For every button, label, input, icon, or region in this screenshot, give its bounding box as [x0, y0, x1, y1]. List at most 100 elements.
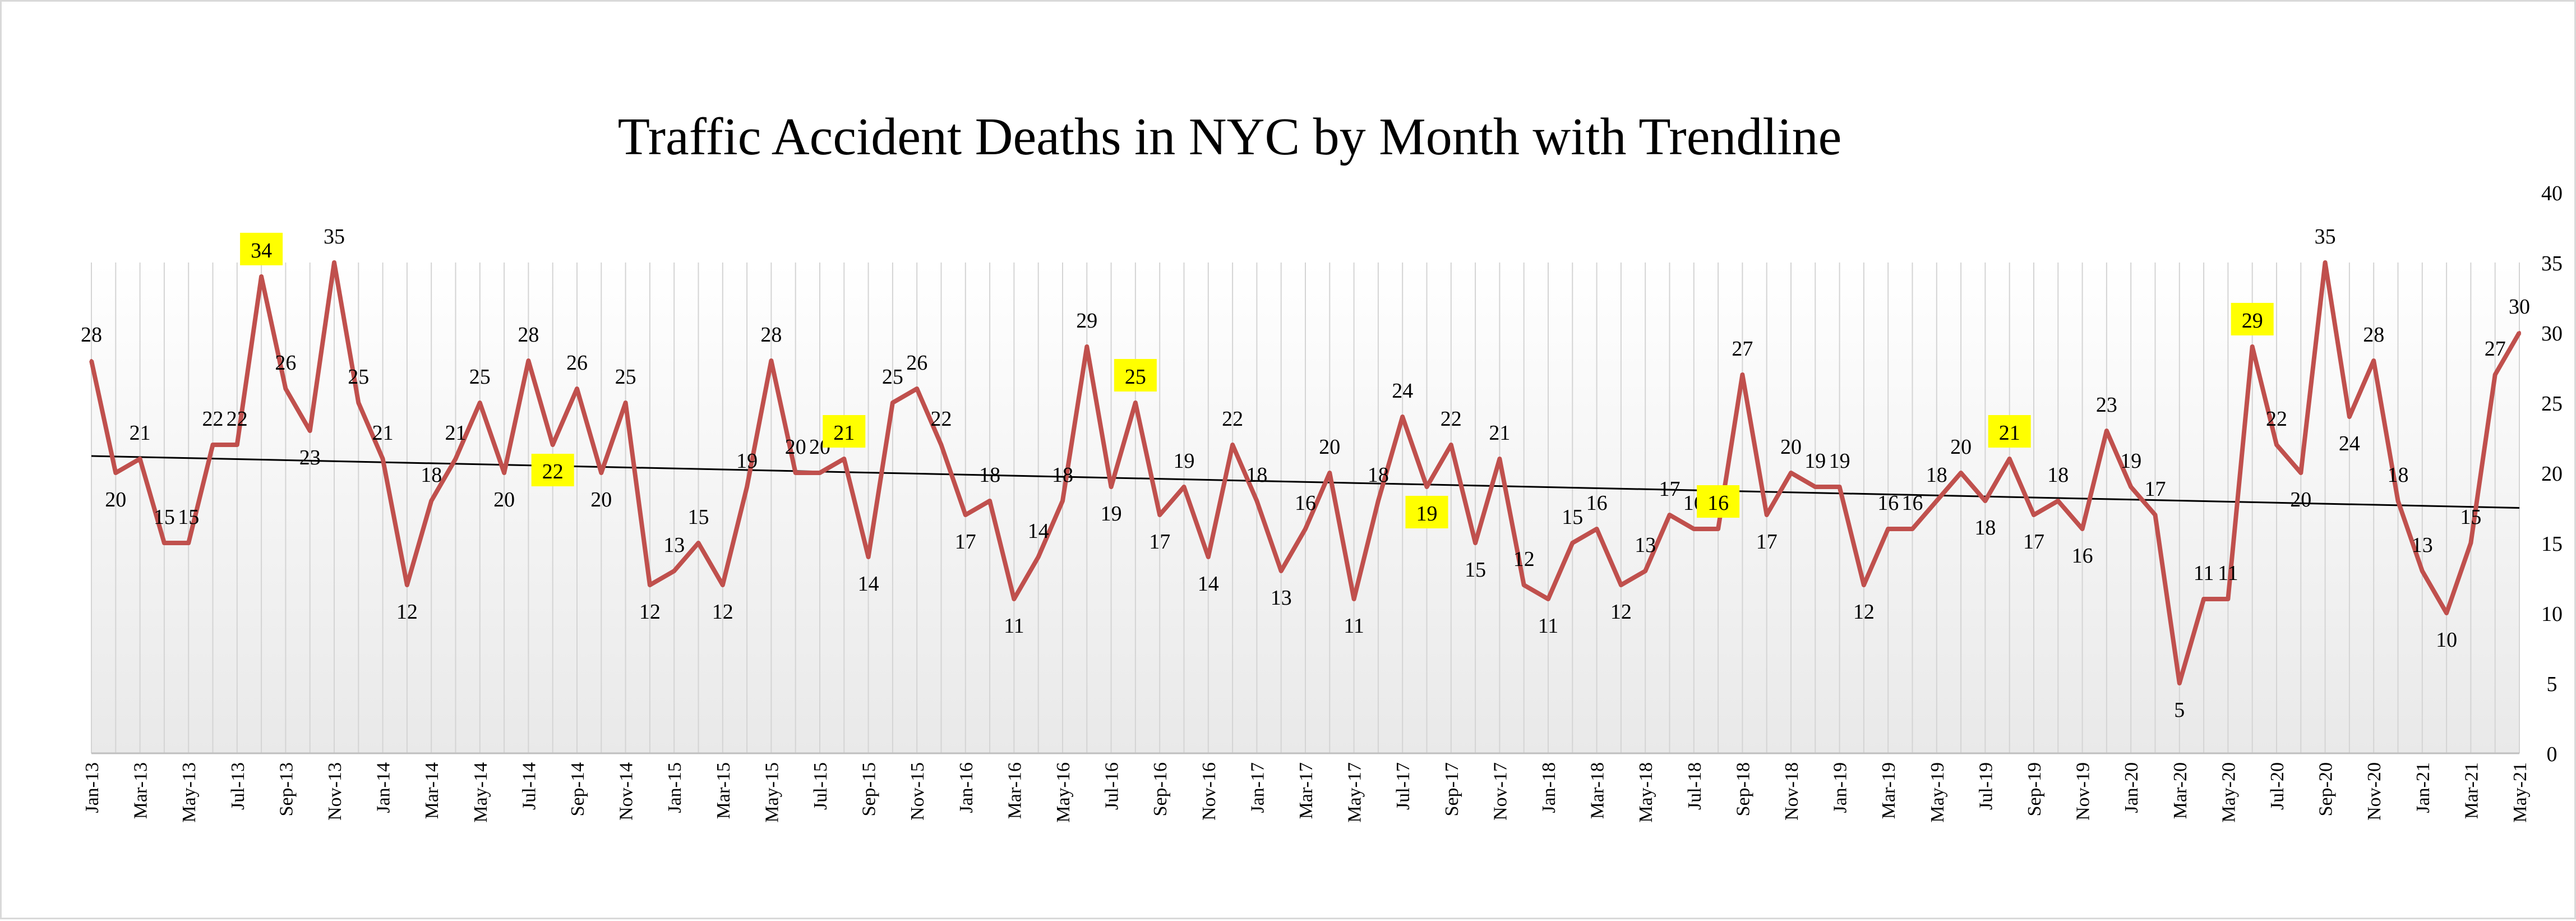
data-label: 22: [227, 407, 248, 431]
data-label: 11: [2194, 561, 2214, 585]
x-tick-label: Jan-14: [373, 762, 394, 813]
data-label: 17: [2023, 530, 2044, 554]
x-tick-label: Jan-18: [1539, 762, 1559, 813]
data-label: 20: [1780, 435, 1802, 459]
y-tick-label: 5: [2547, 673, 2557, 696]
data-point: [1716, 527, 1720, 531]
data-label: 14: [858, 572, 879, 596]
data-label: 10: [2436, 628, 2457, 652]
data-point: [2372, 359, 2376, 362]
data-label: 22: [542, 460, 564, 483]
data-point: [1085, 345, 1089, 348]
data-point: [260, 275, 264, 278]
data-label: 25: [615, 365, 636, 389]
x-tick-label: Jul-17: [1393, 762, 1414, 810]
data-label: 17: [955, 530, 976, 554]
data-point: [1741, 373, 1744, 376]
data-point: [988, 499, 992, 503]
y-tick-label: 35: [2541, 252, 2563, 275]
data-point: [2469, 541, 2473, 545]
x-tick-label: Nov-16: [1199, 762, 1220, 821]
data-label: 22: [931, 407, 952, 431]
data-point: [1133, 401, 1137, 404]
data-point: [454, 457, 458, 460]
x-tick-label: Nov-20: [2364, 762, 2385, 821]
data-label: 5: [2174, 698, 2185, 722]
x-tick-label: Jan-13: [82, 762, 103, 813]
y-tick-label: 40: [2541, 182, 2563, 205]
data-label: 25: [882, 365, 903, 389]
x-tick-label: Nov-19: [2073, 762, 2094, 821]
x-tick-label: Jul-20: [2267, 762, 2288, 810]
data-label: 16: [1902, 491, 1923, 515]
y-tick-label: 0: [2547, 743, 2557, 766]
data-label: 17: [1659, 477, 1681, 501]
data-label: 18: [1368, 463, 1389, 487]
x-tick-label: May-13: [179, 762, 200, 823]
data-label: 21: [833, 421, 855, 445]
data-point: [1158, 513, 1162, 517]
data-label: 12: [1853, 600, 1875, 624]
data-point: [2347, 415, 2351, 418]
data-point: [1862, 583, 1866, 587]
data-point: [2396, 499, 2400, 503]
x-tick-label: Jul-14: [519, 762, 539, 810]
data-label: 12: [396, 600, 418, 624]
data-label: 11: [1538, 614, 1559, 638]
y-tick-label: 25: [2541, 392, 2563, 416]
data-point: [1255, 499, 1259, 503]
x-tick-label: Mar-19: [1878, 762, 1899, 819]
data-label: 29: [1076, 309, 1097, 333]
data-label: 22: [202, 407, 224, 431]
x-tick-label: May-15: [761, 762, 782, 823]
data-label: 18: [1974, 516, 1996, 540]
data-point: [381, 457, 385, 460]
data-point: [2032, 513, 2035, 517]
data-point: [1838, 485, 1841, 489]
data-point: [1886, 527, 1890, 531]
data-point: [818, 471, 821, 475]
data-point: [1765, 513, 1769, 517]
data-point: [1595, 527, 1599, 531]
x-tick-label: Nov-17: [1490, 762, 1511, 821]
data-label: 20: [1950, 435, 1972, 459]
highlight-box: [823, 415, 866, 448]
data-label: 19: [1804, 449, 1826, 473]
data-point: [1352, 597, 1356, 601]
x-tick-label: Jul-18: [1684, 762, 1705, 810]
x-tick-label: Jan-20: [2121, 762, 2142, 813]
data-point: [187, 541, 191, 545]
data-label: 15: [1465, 558, 1486, 582]
x-tick-label: Jan-21: [2413, 762, 2434, 813]
data-label: 16: [2072, 544, 2093, 568]
y-tick-label: 15: [2541, 532, 2563, 556]
data-label: 25: [469, 365, 491, 389]
x-tick-label: Jul-15: [810, 762, 831, 810]
data-label: 21: [445, 421, 467, 445]
data-label: 35: [2315, 225, 2336, 248]
data-point: [138, 457, 142, 460]
data-point: [2226, 597, 2230, 601]
plot-area: 0 5 10 15 20 25 30 35 40 Jan-13 Mar-13 May-13 Jul-13…: [81, 182, 2563, 823]
data-label: 16: [1295, 491, 1316, 515]
x-tick-label: Mar-20: [2170, 762, 2191, 819]
data-point: [2153, 513, 2157, 517]
data-point: [1498, 457, 1502, 460]
data-label: 22: [1441, 407, 1462, 431]
data-label: 20: [493, 488, 515, 512]
x-tick-label: Nov-15: [907, 762, 928, 821]
x-tick-label: Sep-13: [276, 762, 297, 816]
data-label: 21: [130, 421, 151, 445]
data-label: 16: [1707, 491, 1729, 515]
data-label: 20: [2290, 488, 2311, 512]
x-tick-label: Mar-17: [1296, 762, 1317, 819]
data-point: [1376, 499, 1380, 503]
data-point: [793, 471, 797, 475]
data-label: 17: [1149, 530, 1170, 554]
data-point: [1474, 541, 1478, 545]
data-point: [599, 471, 603, 475]
data-label: 24: [1392, 379, 1413, 403]
x-tick-label: May-19: [1927, 762, 1948, 823]
